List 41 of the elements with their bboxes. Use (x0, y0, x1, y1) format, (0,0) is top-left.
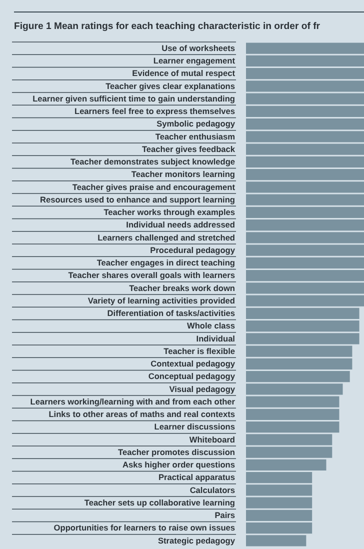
y-tick-label: Contextual pedagogy (150, 358, 236, 369)
y-tick-label: Procedural pedagogy (150, 244, 236, 255)
y-tick-label: Learner engagement (153, 56, 236, 66)
y-tick-label: Pairs (214, 510, 236, 520)
y-tick-label: Teacher sets up collaborative learning (84, 497, 235, 508)
y-tick-label: Teacher promotes discussion (118, 446, 235, 457)
y-tick-label: Conceptual pedagogy (148, 371, 236, 382)
y-tick-label: Learners feel free to express themselves (74, 106, 236, 116)
y-tick-label: Variety of learning activities provided (88, 295, 235, 306)
y-tick-label: Teacher gives praise and encouragement (72, 182, 236, 192)
y-tick-label: Teacher gives clear explanations (106, 80, 236, 91)
y-tick-label: Whiteboard (189, 434, 235, 444)
text: Figure 1 Mean ratings for each teaching characteristic in order of fr (14, 21, 320, 32)
y-tick-label: Teacher demonstrates subject knowledge (70, 156, 236, 167)
y-tick-label: Practical apparatus (158, 472, 236, 482)
y-tick-label: Evidence of mutal respect (132, 68, 236, 78)
y-tick-label: Visual pedagogy (169, 384, 236, 394)
y-tick-label: Individual needs addressed (126, 220, 235, 230)
y-tick-label: Whole class (187, 320, 236, 331)
y-tick-label: Teacher is flexible (164, 346, 236, 356)
y-tick-label: Teacher gives feedback (142, 144, 236, 154)
y-tick-label: Opportunities for learners to raise own issues (54, 522, 236, 533)
y-tick-label: Differentiation of tasks/activities (107, 308, 236, 318)
y-tick-label: Teacher works through examples (104, 207, 236, 218)
y-tick-label: Calculators (190, 484, 236, 495)
y-tick-label: Learners challenged and stretched (98, 232, 235, 242)
y-tick-label: Links to other areas of maths and real contexts (48, 409, 236, 420)
y-tick-label: Use of worksheets (162, 42, 236, 53)
y-tick-label: Teacher breaks work down (129, 282, 235, 293)
y-tick-label: Teacher monitors learning (131, 169, 235, 180)
y-tick-label: Learners working/learning with and from each other (30, 396, 236, 406)
y-tick-label: Teacher shares overall goals with learners (68, 270, 236, 280)
y-tick-label: Individual (196, 333, 235, 344)
y-tick-label: Resources used to enhance and support learning (40, 194, 235, 204)
y-tick-label: Asks higher order questions (122, 460, 236, 470)
y-tick-label: Learner given sufficient time to gain understanding (32, 93, 235, 104)
y-tick-label: Strategic pedagogy (158, 535, 236, 546)
y-tick-label: Teacher enthusiasm (155, 131, 235, 142)
y-tick-label: Teacher engages in direct teaching (96, 258, 235, 268)
y-tick-label: Symbolic pedagogy (156, 118, 236, 129)
y-tick-label: Learner discussions (154, 422, 236, 432)
